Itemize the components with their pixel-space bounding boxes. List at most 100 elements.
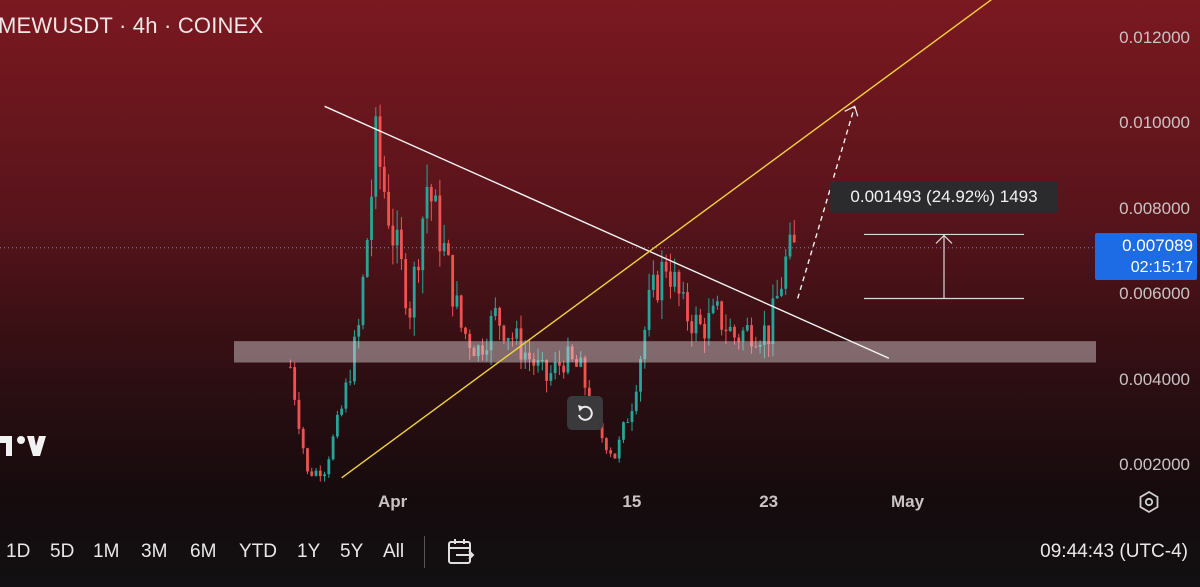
chart-drawings [0,0,1096,479]
range-button-1y[interactable]: 1Y [297,541,321,562]
candle-body [425,186,429,219]
candle-body [331,436,335,460]
candle-body [378,116,382,167]
gear-icon[interactable] [1137,490,1161,514]
clock[interactable]: 09:44:43 (UTC-4) [1040,541,1188,562]
candle-body [451,255,455,307]
candle-body [579,357,583,367]
range-button-1d[interactable]: 1D [6,541,31,562]
candle-body [404,259,408,309]
candle-body [498,307,502,326]
candle-body [681,292,685,294]
candle-body [455,295,459,307]
candle-body [656,274,660,301]
x-tick-label: Apr [378,492,408,511]
candle-body [412,266,416,318]
candle-body [660,261,664,301]
candle-body [489,315,493,351]
candle-body [562,365,566,373]
candle-body [724,329,728,332]
tradingview-logo [0,436,46,456]
candle-body [442,243,446,252]
candle-body [528,352,531,360]
measure-arrow [935,234,953,244]
range-button-3m[interactable]: 3M [141,541,168,562]
last-price-badge: 0.007089 02:15:17 [1095,233,1197,280]
candle-body [493,307,497,316]
candle-body [335,414,339,437]
candle-body [464,327,467,334]
candle-body [549,373,553,381]
candle-body [690,321,694,334]
candle-body [429,186,433,202]
candle-body [617,439,621,459]
candle-body [634,391,638,412]
reset-chart-button[interactable] [567,396,603,430]
range-button-5d[interactable]: 5D [50,541,75,562]
candle-body [758,344,762,347]
candle-body [502,325,506,341]
projection-arrowhead [844,105,859,117]
candle-body [651,274,655,290]
candle-body [780,288,783,296]
candle-body [344,382,348,409]
candle-body [762,325,766,345]
range-button-5y[interactable]: 5Y [340,541,364,562]
last-price: 0.007089 [1122,236,1193,255]
candle-body [511,338,514,340]
candle-body [468,333,472,348]
price-range-label: 0.001493 (24.92%) 1493 [830,181,1058,213]
range-button-1m[interactable]: 1M [93,541,120,562]
candle-body [784,256,788,289]
candle-body [361,276,365,326]
candle-body [600,423,604,439]
candle-body [703,323,706,339]
candle-body [745,325,749,331]
candle-body [741,330,745,342]
candle-body [775,295,779,299]
x-tick-label: 15 [622,492,642,511]
candle-body [711,305,715,314]
candle-body [566,346,570,373]
y-tick-label: 0.004000 [1119,369,1190,389]
candle-body [673,271,677,287]
candles [289,104,796,482]
candle-body [438,195,442,252]
candle-body [613,453,617,459]
symbol-title[interactable]: MEWUSDT · 4h · COINEX [0,13,264,38]
calendar-arrow-icon[interactable] [446,537,476,567]
candle-body [707,313,711,339]
range-button-all[interactable]: All [383,541,405,562]
bar-countdown: 02:15:17 [1130,259,1193,276]
candle-body [434,195,437,202]
range-button-ytd[interactable]: YTD [239,541,277,562]
candle-body [716,301,719,306]
candle-body [519,328,523,360]
candle-body [297,399,301,429]
candle-body [327,459,331,475]
bottom-toolbar: 1D 5D 1M 3M 6M YTD 1Y 5Y All 09:44:43 (UTC-4) [0,528,1200,578]
candle-body [767,325,771,345]
candle-body [570,346,574,360]
x-tick-label: May [891,492,925,511]
y-tick-label: 0.006000 [1119,284,1190,304]
candle-body [515,328,519,339]
candle-body [754,346,758,348]
candle-body [472,347,476,357]
candle-body [293,367,297,400]
candle-body [720,301,724,330]
toolbar-divider [424,536,425,568]
candle-body [545,360,548,381]
candle-body [609,450,613,454]
candle-body [647,289,651,330]
descending-trendline [324,105,890,359]
candle-body [583,357,587,388]
range-button-6m[interactable]: 6M [190,541,217,562]
candle-body [374,116,378,197]
x-tick-label: 23 [759,492,779,511]
y-tick-label: 0.010000 [1119,113,1190,133]
candle-body [792,234,796,243]
candle-body [481,345,484,355]
candle-body [728,326,732,332]
